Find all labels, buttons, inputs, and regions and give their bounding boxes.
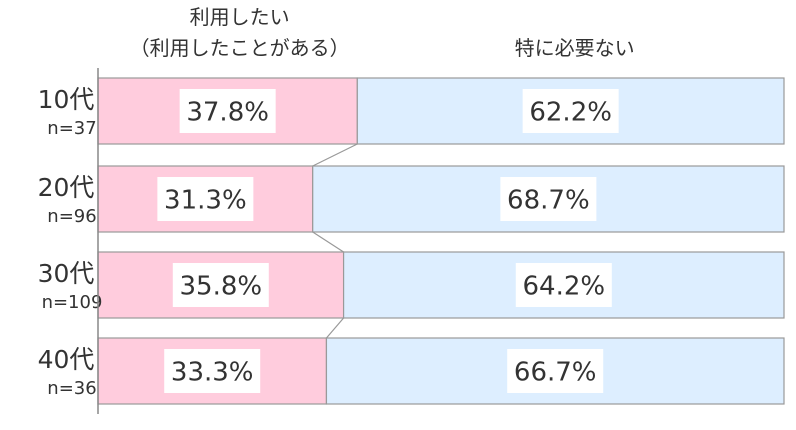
- category-label: 30代: [38, 259, 95, 288]
- sample-size-label: n=36: [47, 378, 96, 399]
- category-label: 10代: [38, 85, 95, 114]
- series-header-use-line1: 利用したい: [190, 5, 290, 29]
- sample-size-label: n=37: [47, 118, 96, 139]
- data-label-box: [179, 89, 276, 133]
- data-label-box: [507, 349, 604, 393]
- data-label: 64.2%: [522, 271, 605, 301]
- data-label: 66.7%: [514, 357, 597, 387]
- data-label: 33.3%: [171, 357, 254, 387]
- data-label: 62.2%: [529, 97, 612, 127]
- data-label-box: [172, 263, 269, 307]
- sample-size-label: n=96: [47, 206, 96, 227]
- series-header-use-line2: （利用したことがある）: [130, 36, 350, 60]
- category-label: 20代: [38, 173, 95, 202]
- data-label-box: [515, 263, 612, 307]
- data-label-box: [522, 89, 619, 133]
- data-label: 31.3%: [164, 185, 247, 215]
- data-label-box: [157, 177, 254, 221]
- series-header-not-needed: 特に必要ない: [515, 36, 635, 60]
- sample-size-label: n=109: [42, 292, 103, 313]
- data-label: 37.8%: [186, 97, 269, 127]
- data-label: 68.7%: [507, 185, 590, 215]
- data-label: 35.8%: [179, 271, 262, 301]
- category-label: 40代: [38, 345, 95, 374]
- data-label-box: [500, 177, 597, 221]
- connector-line: [312, 231, 344, 253]
- connector-line: [312, 143, 358, 167]
- data-label-box: [164, 349, 261, 393]
- connector-line: [325, 317, 345, 339]
